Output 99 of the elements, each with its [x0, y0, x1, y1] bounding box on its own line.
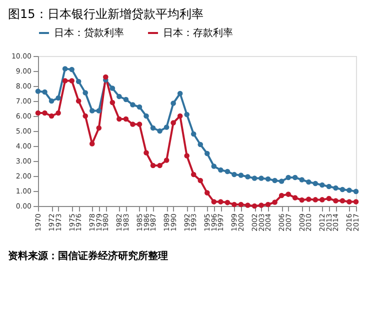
- point: [299, 197, 305, 203]
- point: [272, 178, 278, 184]
- point: [157, 162, 162, 168]
- chart-title: 图15：日本银行业新增贷款平均利率: [8, 7, 204, 21]
- point: [252, 176, 258, 181]
- point: [340, 186, 346, 192]
- point: [136, 104, 142, 110]
- point: [177, 90, 183, 96]
- point: [272, 200, 278, 205]
- point: [76, 78, 82, 84]
- point: [190, 172, 196, 178]
- point: [190, 131, 196, 137]
- point: [306, 196, 312, 202]
- point: [211, 199, 217, 204]
- point: [76, 98, 82, 104]
- point: [164, 158, 170, 163]
- point: [170, 100, 176, 106]
- point: [265, 176, 271, 182]
- point: [82, 90, 88, 96]
- point: [258, 176, 264, 181]
- point: [292, 174, 298, 180]
- point: [69, 78, 74, 84]
- point: [292, 195, 298, 200]
- point: [320, 182, 325, 188]
- point: [144, 113, 149, 119]
- point: [103, 74, 108, 80]
- point: [89, 141, 95, 146]
- point: [48, 98, 54, 104]
- point: [224, 200, 230, 206]
- point: [245, 174, 250, 180]
- point: [184, 153, 190, 158]
- point: [245, 202, 250, 208]
- point: [62, 66, 68, 72]
- point: [286, 174, 291, 180]
- point: [82, 113, 88, 119]
- point: [346, 199, 352, 204]
- point: [346, 188, 352, 193]
- legend-label: 日本：存款利率: [163, 27, 233, 39]
- legend-label: 日本：贷款利率: [54, 27, 124, 39]
- point: [89, 108, 95, 114]
- point: [69, 66, 74, 72]
- point: [238, 172, 244, 178]
- point: [299, 177, 305, 182]
- point: [333, 185, 338, 191]
- point: [198, 142, 204, 148]
- point: [110, 100, 116, 106]
- point: [42, 89, 48, 95]
- point: [218, 199, 224, 204]
- point: [136, 122, 142, 127]
- point: [144, 150, 149, 156]
- point: [204, 190, 210, 196]
- point: [56, 95, 61, 101]
- point: [35, 88, 41, 94]
- point: [326, 196, 332, 202]
- point: [116, 116, 122, 122]
- point: [211, 164, 217, 169]
- point: [184, 112, 190, 118]
- point: [232, 172, 237, 178]
- point: [177, 113, 183, 119]
- point: [258, 202, 264, 208]
- point: [157, 128, 162, 134]
- point: [116, 94, 122, 100]
- point: [306, 179, 312, 185]
- point: [278, 178, 284, 184]
- point: [320, 197, 325, 202]
- point: [123, 116, 129, 122]
- point: [48, 113, 54, 119]
- point: [56, 110, 61, 116]
- point: [340, 198, 346, 204]
- point: [42, 110, 48, 116]
- point: [252, 203, 258, 209]
- point: [218, 167, 224, 173]
- point: [238, 202, 244, 208]
- point: [130, 122, 136, 127]
- point: [198, 178, 204, 184]
- point: [232, 202, 237, 208]
- point: [312, 197, 318, 202]
- point: [150, 125, 156, 131]
- point: [265, 202, 271, 208]
- point: [130, 102, 136, 108]
- point: [204, 150, 210, 156]
- point: [353, 199, 359, 204]
- point: [150, 162, 156, 168]
- text: 资料来源：国信证券经济研究所整理: [8, 250, 168, 262]
- point: [96, 108, 102, 114]
- point: [170, 120, 176, 126]
- point: [326, 184, 332, 190]
- point: [164, 124, 170, 130]
- point: [35, 110, 41, 116]
- point: [353, 188, 359, 194]
- point: [123, 96, 129, 102]
- point: [286, 192, 291, 197]
- point: [333, 198, 338, 204]
- point: [96, 125, 102, 131]
- point: [278, 192, 284, 198]
- point: [110, 86, 116, 91]
- point: [62, 78, 68, 84]
- point: [224, 168, 230, 174]
- point: [312, 180, 318, 186]
